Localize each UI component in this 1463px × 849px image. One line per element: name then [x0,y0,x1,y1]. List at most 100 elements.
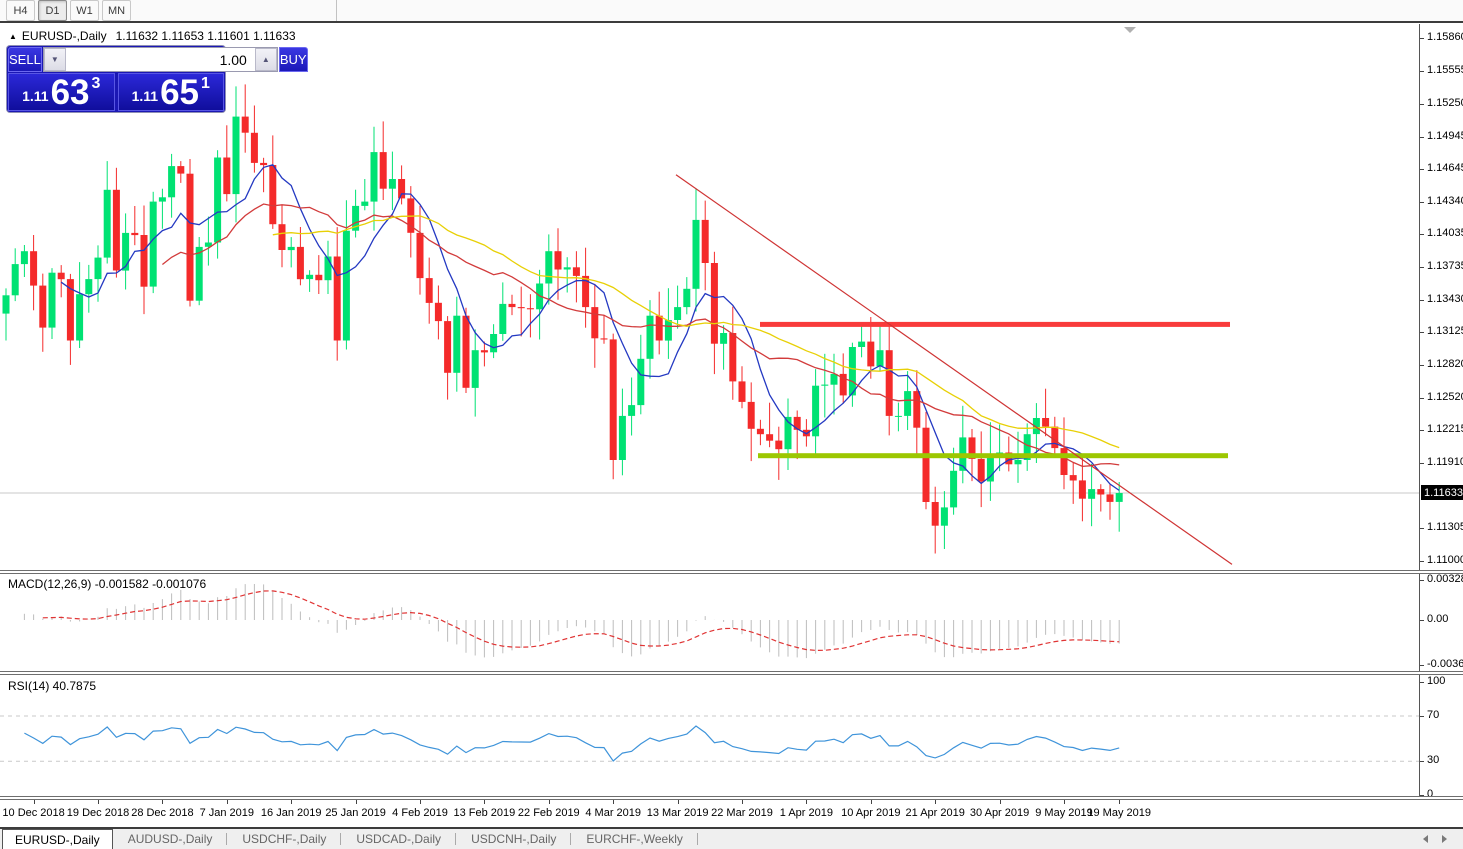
axis-tick-mark [1420,715,1424,717]
tab-audusd-daily[interactable]: AUDUSD-,Daily [113,829,228,849]
tab-usdchf-daily[interactable]: USDCHF-,Daily [227,829,342,849]
buy-price-superscript: 1 [201,75,210,92]
sell-button[interactable]: SELL [8,47,42,72]
price-tick-label: 1.14945 [1427,129,1463,142]
panel-separator[interactable] [0,570,1463,574]
axis-tick-mark [1420,234,1424,236]
tab-eurchf-weekly[interactable]: EURCHF-,Weekly [571,829,699,849]
price-tick-label: 1.14035 [1427,227,1463,240]
axis-tick-mark [1420,397,1424,399]
price-tick-label: 1.13125 [1427,325,1463,338]
date-tick-label: 19 May 2019 [1087,807,1151,819]
resistance-line[interactable] [760,321,1230,327]
price-tick-label: 1.12215 [1427,423,1463,436]
macd-tick-label: 0.00 [1427,613,1449,625]
date-tick-mark [226,800,228,804]
date-tick-label: 7 Jan 2019 [199,807,255,819]
date-tick-mark [1064,800,1065,804]
axis-tick-mark [1420,528,1424,530]
date-tick-mark [420,800,421,804]
panel-separator[interactable] [0,796,1463,800]
axis-tick-mark [1420,795,1424,797]
date-tick-label: 4 Mar 2019 [585,807,642,819]
axis-tick-mark [1420,168,1424,170]
axis-tick-mark [1420,299,1424,301]
axis-tick-mark [1420,332,1424,334]
axis-tick-mark [1420,38,1424,40]
collapse-triangle-icon[interactable]: ▲ [9,32,17,41]
date-tick-mark [355,800,357,804]
axis-tick-mark [1420,266,1424,268]
sell-price-big: 63 [50,73,90,112]
axis-tick-mark [1420,430,1424,432]
axis-tick-mark [1420,761,1424,763]
buy-button[interactable]: BUY [278,47,308,72]
date-tick-mark [613,800,615,804]
ma-fast-line [60,163,1120,491]
tab-scroll-controls [1423,829,1463,849]
tab-usdcad-daily[interactable]: USDCAD-,Daily [341,829,456,849]
date-tick-label: 22 Feb 2019 [517,807,580,819]
timeframe-w1-button[interactable]: W1 [70,0,99,21]
chart-title: ▲ EURUSD-,Daily 1.11632 1.11653 1.11601 1.… [9,29,296,43]
price-tick-label: 1.15250 [1427,96,1463,109]
descending-trendline[interactable] [675,174,1233,565]
date-tick-label: 9 May 2019 [1035,807,1093,819]
date-tick-label: 28 Dec 2018 [131,807,194,819]
ma-mid-line [161,203,1120,468]
date-tick-label: 16 Jan 2019 [260,807,322,819]
timeframe-h4-button[interactable]: H4 [6,0,35,21]
chart-shift-marker-icon[interactable] [1124,27,1136,33]
current-price-tag: 1.11633 [1421,485,1463,501]
tab-scroll-left-icon[interactable] [1423,835,1428,843]
ma-slow-line [272,215,1120,449]
tab-eurusd-daily[interactable]: EURUSD-,Daily [2,829,113,849]
macd-indicator-chart[interactable] [0,574,1419,671]
axis-tick-mark [1420,70,1424,72]
date-tick-label: 22 Mar 2019 [711,807,773,819]
axis-tick-mark [1420,620,1424,621]
volume-decrease-button[interactable]: ▼ [43,48,66,71]
date-tick-label: 10 Apr 2019 [841,807,901,819]
sell-price-display[interactable]: 1.11 63 3 [8,73,115,111]
date-tick-mark [742,800,743,804]
tab-label: USDCAD-,Daily [356,832,442,846]
axis-tick-mark [1420,103,1424,105]
date-tick-mark [935,800,937,804]
price-tick-label: 1.12820 [1427,358,1463,371]
support-line[interactable] [758,453,1228,459]
volume-increase-button[interactable]: ▲ [254,48,277,71]
date-tick-label: 25 Jan 2019 [325,807,386,819]
volume-input[interactable] [65,48,255,71]
buy-price-display[interactable]: 1.11 65 1 [117,73,224,111]
date-tick-label: 13 Feb 2019 [453,807,516,819]
rsi-tick-label: 100 [1427,675,1446,687]
rsi-indicator-chart[interactable] [0,675,1419,796]
timeframe-d1-button[interactable]: D1 [38,0,67,21]
candles-layer [2,84,1123,554]
tab-label: AUDUSD-,Daily [127,832,213,846]
macd-tick-label: 0.003287 [1427,573,1463,585]
date-tick-mark [999,800,1001,804]
main-price-chart[interactable] [0,25,1419,570]
tab-scroll-right-icon[interactable] [1442,835,1447,843]
rsi-tick-label: 30 [1427,754,1440,767]
date-tick-label: 10 Dec 2018 [2,807,65,819]
date-tick-label: 19 Dec 2018 [66,807,130,819]
date-axis[interactable]: 10 Dec 2018 19 Dec 2018 28 Dec 2018 7 Jan 2… [0,800,1419,827]
axis-tick-mark [1420,463,1424,465]
tab-usdcnh-daily[interactable]: USDCNH-,Daily [456,829,572,849]
date-tick-label: 1 Apr 2019 [779,807,833,819]
date-tick-mark [98,800,99,804]
price-tick-label: 1.11910 [1427,456,1463,469]
price-axis[interactable]: 1.15860 1.15555 1.15250 1.14945 1.14645 1.143… [1419,24,1463,800]
date-tick-label: 21 Apr 2019 [905,807,965,819]
timeframe-mn-button[interactable]: MN [102,0,131,21]
panel-separator[interactable] [0,671,1463,675]
tab-label: USDCNH-,Daily [471,832,557,846]
date-tick-mark [548,800,550,804]
axis-tick-mark [1420,201,1424,203]
axis-tick-mark [1420,580,1424,581]
